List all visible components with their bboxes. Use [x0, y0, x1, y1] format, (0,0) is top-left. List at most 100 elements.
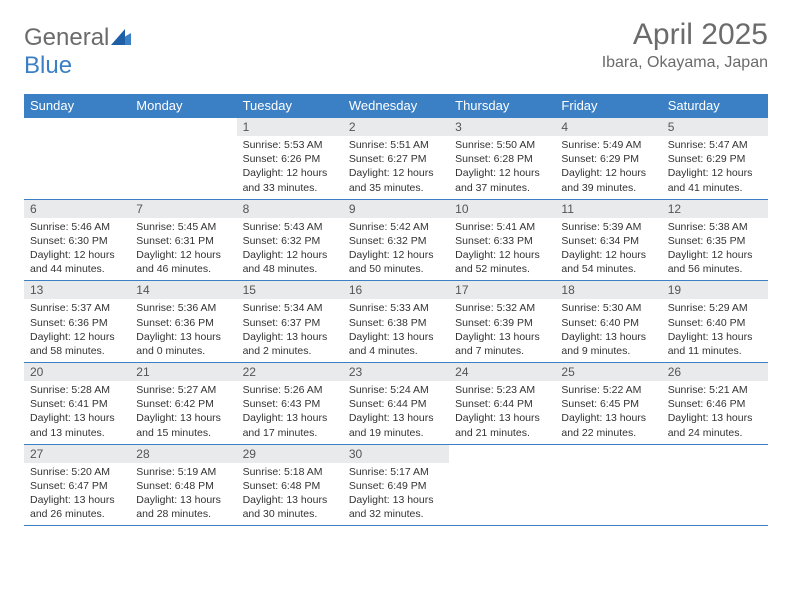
day-number: 8: [237, 200, 343, 218]
day-body: Sunrise: 5:27 AMSunset: 6:42 PMDaylight:…: [130, 381, 236, 444]
daylight-text-2: and 2 minutes.: [243, 344, 337, 358]
day-header-cell: Saturday: [662, 94, 768, 117]
day-body: Sunrise: 5:30 AMSunset: 6:40 PMDaylight:…: [555, 299, 661, 362]
sunset-text: Sunset: 6:31 PM: [136, 234, 230, 248]
daylight-text-2: and 48 minutes.: [243, 262, 337, 276]
day-number: 26: [662, 363, 768, 381]
daylight-text-2: and 56 minutes.: [668, 262, 762, 276]
day-cell: 3Sunrise: 5:50 AMSunset: 6:28 PMDaylight…: [449, 118, 555, 199]
month-title: April 2025: [602, 18, 768, 52]
day-cell: 16Sunrise: 5:33 AMSunset: 6:38 PMDayligh…: [343, 281, 449, 362]
day-header-row: SundayMondayTuesdayWednesdayThursdayFrid…: [24, 94, 768, 117]
sunset-text: Sunset: 6:29 PM: [668, 152, 762, 166]
day-body: Sunrise: 5:37 AMSunset: 6:36 PMDaylight:…: [24, 299, 130, 362]
daylight-text-2: and 21 minutes.: [455, 426, 549, 440]
sunset-text: Sunset: 6:45 PM: [561, 397, 655, 411]
daylight-text-1: Daylight: 13 hours: [349, 330, 443, 344]
daylight-text-2: and 0 minutes.: [136, 344, 230, 358]
day-body: Sunrise: 5:22 AMSunset: 6:45 PMDaylight:…: [555, 381, 661, 444]
sunrise-text: Sunrise: 5:27 AM: [136, 383, 230, 397]
daylight-text-2: and 58 minutes.: [30, 344, 124, 358]
daylight-text-2: and 44 minutes.: [30, 262, 124, 276]
day-body: [555, 463, 661, 469]
day-number: 24: [449, 363, 555, 381]
sunrise-text: Sunrise: 5:46 AM: [30, 220, 124, 234]
day-body: [24, 136, 130, 142]
day-number: 9: [343, 200, 449, 218]
sunrise-text: Sunrise: 5:33 AM: [349, 301, 443, 315]
sunset-text: Sunset: 6:46 PM: [668, 397, 762, 411]
sunrise-text: Sunrise: 5:37 AM: [30, 301, 124, 315]
day-body: Sunrise: 5:45 AMSunset: 6:31 PMDaylight:…: [130, 218, 236, 281]
day-cell: 29Sunrise: 5:18 AMSunset: 6:48 PMDayligh…: [237, 445, 343, 526]
day-number: 27: [24, 445, 130, 463]
daylight-text-2: and 22 minutes.: [561, 426, 655, 440]
daylight-text-1: Daylight: 13 hours: [668, 330, 762, 344]
day-body: Sunrise: 5:34 AMSunset: 6:37 PMDaylight:…: [237, 299, 343, 362]
day-cell: 14Sunrise: 5:36 AMSunset: 6:36 PMDayligh…: [130, 281, 236, 362]
day-body: Sunrise: 5:19 AMSunset: 6:48 PMDaylight:…: [130, 463, 236, 526]
day-number: 3: [449, 118, 555, 136]
day-body: Sunrise: 5:18 AMSunset: 6:48 PMDaylight:…: [237, 463, 343, 526]
daylight-text-1: Daylight: 13 hours: [455, 411, 549, 425]
sunset-text: Sunset: 6:36 PM: [136, 316, 230, 330]
calendar-body: 1Sunrise: 5:53 AMSunset: 6:26 PMDaylight…: [24, 117, 768, 526]
day-number: 28: [130, 445, 236, 463]
day-cell: [662, 445, 768, 526]
daylight-text-1: Daylight: 12 hours: [243, 248, 337, 262]
daylight-text-1: Daylight: 12 hours: [668, 166, 762, 180]
daylight-text-1: Daylight: 12 hours: [668, 248, 762, 262]
sunrise-text: Sunrise: 5:50 AM: [455, 138, 549, 152]
sunrise-text: Sunrise: 5:29 AM: [668, 301, 762, 315]
sunrise-text: Sunrise: 5:26 AM: [243, 383, 337, 397]
sunrise-text: Sunrise: 5:30 AM: [561, 301, 655, 315]
day-body: [130, 136, 236, 142]
day-body: Sunrise: 5:36 AMSunset: 6:36 PMDaylight:…: [130, 299, 236, 362]
daylight-text-1: Daylight: 13 hours: [349, 493, 443, 507]
day-cell: 17Sunrise: 5:32 AMSunset: 6:39 PMDayligh…: [449, 281, 555, 362]
day-body: Sunrise: 5:29 AMSunset: 6:40 PMDaylight:…: [662, 299, 768, 362]
sunrise-text: Sunrise: 5:20 AM: [30, 465, 124, 479]
day-cell: [449, 445, 555, 526]
daylight-text-1: Daylight: 13 hours: [243, 493, 337, 507]
day-cell: 25Sunrise: 5:22 AMSunset: 6:45 PMDayligh…: [555, 363, 661, 444]
day-number: 22: [237, 363, 343, 381]
day-cell: 19Sunrise: 5:29 AMSunset: 6:40 PMDayligh…: [662, 281, 768, 362]
page-header: General Blue April 2025 Ibara, Okayama, …: [24, 18, 768, 80]
logo: General Blue: [24, 18, 131, 80]
day-header-cell: Friday: [555, 94, 661, 117]
sunrise-text: Sunrise: 5:43 AM: [243, 220, 337, 234]
day-number: 15: [237, 281, 343, 299]
day-number: 30: [343, 445, 449, 463]
day-cell: 26Sunrise: 5:21 AMSunset: 6:46 PMDayligh…: [662, 363, 768, 444]
title-block: April 2025 Ibara, Okayama, Japan: [602, 18, 768, 72]
daylight-text-1: Daylight: 12 hours: [30, 248, 124, 262]
sunset-text: Sunset: 6:47 PM: [30, 479, 124, 493]
day-number: [24, 118, 130, 136]
day-number: 18: [555, 281, 661, 299]
sunrise-text: Sunrise: 5:24 AM: [349, 383, 443, 397]
daylight-text-2: and 54 minutes.: [561, 262, 655, 276]
sunrise-text: Sunrise: 5:28 AM: [30, 383, 124, 397]
daylight-text-1: Daylight: 13 hours: [136, 411, 230, 425]
day-body: Sunrise: 5:26 AMSunset: 6:43 PMDaylight:…: [237, 381, 343, 444]
day-body: Sunrise: 5:49 AMSunset: 6:29 PMDaylight:…: [555, 136, 661, 199]
day-number: 25: [555, 363, 661, 381]
day-body: [449, 463, 555, 469]
daylight-text-1: Daylight: 13 hours: [136, 330, 230, 344]
daylight-text-2: and 41 minutes.: [668, 181, 762, 195]
daylight-text-2: and 32 minutes.: [349, 507, 443, 521]
sunset-text: Sunset: 6:41 PM: [30, 397, 124, 411]
sunrise-text: Sunrise: 5:39 AM: [561, 220, 655, 234]
sunset-text: Sunset: 6:40 PM: [561, 316, 655, 330]
sunrise-text: Sunrise: 5:36 AM: [136, 301, 230, 315]
daylight-text-1: Daylight: 12 hours: [349, 166, 443, 180]
day-body: Sunrise: 5:46 AMSunset: 6:30 PMDaylight:…: [24, 218, 130, 281]
week-row: 27 Sunrise: 5:20 AMSunset: 6:47 PM Dayligh…: [24, 444, 768, 527]
day-number: 2: [343, 118, 449, 136]
daylight-text-2: and 52 minutes.: [455, 262, 549, 276]
daylight-text-2: and 17 minutes.: [243, 426, 337, 440]
day-cell: 27Sunrise: 5:20 AMSunset: 6:47 PMDayligh…: [24, 445, 130, 526]
day-body: Sunrise: 5:17 AMSunset: 6:49 PMDaylight:…: [343, 463, 449, 526]
logo-flag-icon: [111, 24, 131, 51]
